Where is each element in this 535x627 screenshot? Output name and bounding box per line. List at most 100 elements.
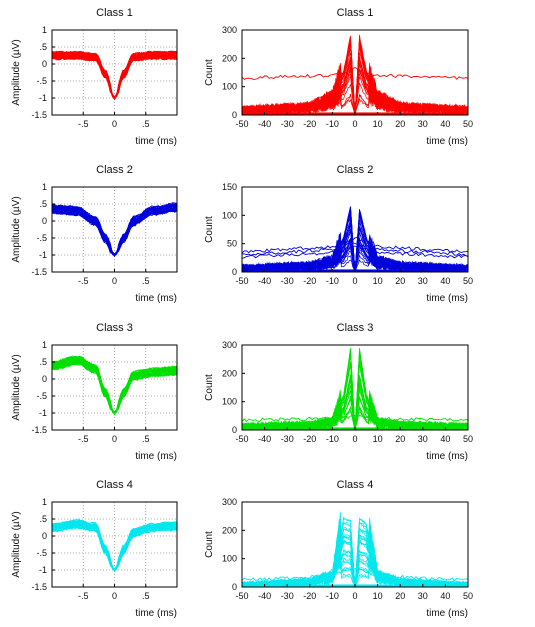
waveform-trace xyxy=(52,54,177,100)
x-tick-label: -30 xyxy=(281,276,294,286)
chart-title: Class 2 xyxy=(337,164,374,176)
x-tick-label: -40 xyxy=(258,434,271,444)
histogram-trace xyxy=(242,519,468,587)
x-tick-label: 0 xyxy=(112,119,117,129)
x-tick-label: 30 xyxy=(418,591,428,601)
waveform-trace xyxy=(52,55,177,101)
baseline-trace xyxy=(242,567,468,582)
y-tick-label: 200 xyxy=(222,368,237,378)
histogram-trace xyxy=(242,521,468,587)
y-tick-label: 150 xyxy=(222,182,237,192)
y-tick-label: 100 xyxy=(222,554,237,564)
chart-title: Class 4 xyxy=(96,479,133,491)
waveform-trace xyxy=(52,526,177,571)
y-axis-label: Count xyxy=(204,531,215,558)
x-axis-label: time (ms) xyxy=(426,293,468,304)
y-tick-label: .5 xyxy=(39,514,47,524)
y-tick-label: 0 xyxy=(232,267,237,277)
histogram-trace xyxy=(242,206,468,272)
histogram-trace xyxy=(242,353,468,430)
histogram-trace xyxy=(242,356,468,430)
histogram-trace xyxy=(242,521,468,587)
y-tick-label: 100 xyxy=(222,82,237,92)
waveform-trace xyxy=(52,54,177,99)
x-tick-label: 10 xyxy=(373,591,383,601)
x-tick-label: 40 xyxy=(440,591,450,601)
histogram-trace xyxy=(242,230,468,272)
y-tick-label: -1 xyxy=(39,408,47,418)
histogram-trace xyxy=(242,512,468,587)
y-tick-label: 200 xyxy=(222,525,237,535)
x-tick-label: -40 xyxy=(258,276,271,286)
baseline-trace xyxy=(242,245,468,259)
traces xyxy=(52,355,177,416)
chart-title: Class 1 xyxy=(96,7,133,19)
histogram-trace xyxy=(242,528,468,587)
histogram-trace xyxy=(242,34,468,115)
x-tick-label: 20 xyxy=(395,276,405,286)
panel-2-histogram: Class 2 -50 -40 -30 -20 -10 0 10 20 30 40 50 0 50 100 1… xyxy=(204,164,473,304)
y-tick-label: 0 xyxy=(42,59,47,69)
y-tick-label: .5 xyxy=(39,199,47,209)
chart-title: Class 3 xyxy=(96,322,133,334)
chart-title: Class 3 xyxy=(337,322,374,334)
waveform-trace xyxy=(52,525,177,570)
x-tick-label: 20 xyxy=(395,119,405,129)
waveform-trace xyxy=(52,204,177,256)
y-tick-label: 300 xyxy=(222,497,237,507)
y-axis-label: Count xyxy=(204,374,215,401)
x-tick-label: 40 xyxy=(440,276,450,286)
y-tick-label: 50 xyxy=(227,239,237,249)
histogram-trace xyxy=(242,516,468,587)
x-tick-label: -.5 xyxy=(78,276,89,286)
x-tick-label: -10 xyxy=(326,591,339,601)
x-tick-label: -10 xyxy=(326,276,339,286)
panel-3-histogram: Class 3 -50 -40 -30 -20 -10 0 10 20 30 40 50 0 100 200… xyxy=(204,322,473,462)
panel-1-histogram: Class 1 -50 -40 -30 -20 -10 0 10 20 30 40 50 0 100 200… xyxy=(204,7,473,147)
y-tick-label: .5 xyxy=(39,357,47,367)
panel-1-waveform: Class 1 -.5 0 .5 1 .5 0 -.5 -1 -1.5 time (ms) Ampli… xyxy=(11,7,178,147)
plot-frame xyxy=(241,501,469,588)
histogram-trace xyxy=(242,349,468,430)
y-tick-label: 0 xyxy=(232,425,237,435)
y-tick-label: 1 xyxy=(42,497,47,507)
y-tick-label: 300 xyxy=(222,25,237,35)
waveform-trace xyxy=(52,54,177,100)
waveform-trace xyxy=(52,208,177,256)
x-tick-label: -50 xyxy=(235,119,248,129)
traces xyxy=(242,206,468,272)
traces xyxy=(52,50,177,101)
baseline-trace xyxy=(242,415,468,423)
y-tick-label: -1 xyxy=(39,93,47,103)
x-tick-label: 50 xyxy=(463,276,473,286)
x-tick-label: 0 xyxy=(112,276,117,286)
waveform-trace xyxy=(52,54,177,100)
y-tick-label: -1.5 xyxy=(31,267,47,277)
histogram-trace xyxy=(242,517,468,587)
x-tick-label: 10 xyxy=(373,276,383,286)
y-axis-label: Amplitude (µV) xyxy=(11,39,22,105)
x-axis-label: time (ms) xyxy=(426,136,468,147)
y-axis-label: Amplitude (µV) xyxy=(11,196,22,262)
x-tick-label: .5 xyxy=(142,591,150,601)
x-axis-label: time (ms) xyxy=(135,608,177,619)
x-tick-label: 30 xyxy=(418,276,428,286)
histogram-trace xyxy=(242,519,468,587)
waveform-trace xyxy=(52,523,177,571)
y-tick-label: 0 xyxy=(42,531,47,541)
x-axis-label: time (ms) xyxy=(426,608,468,619)
x-axis-label: time (ms) xyxy=(135,451,177,462)
y-axis-label: Count xyxy=(204,216,215,243)
baseline-trace xyxy=(242,242,468,257)
x-tick-label: 10 xyxy=(373,434,383,444)
x-tick-label: 0 xyxy=(352,434,357,444)
x-tick-label: 10 xyxy=(373,119,383,129)
waveform-trace xyxy=(52,54,177,99)
plot-frame xyxy=(241,344,469,431)
chart-title: Class 4 xyxy=(337,479,374,491)
x-tick-label: 0 xyxy=(352,119,357,129)
histogram-trace xyxy=(242,210,468,272)
y-tick-label: 0 xyxy=(232,582,237,592)
chart-title: Class 1 xyxy=(337,7,374,19)
